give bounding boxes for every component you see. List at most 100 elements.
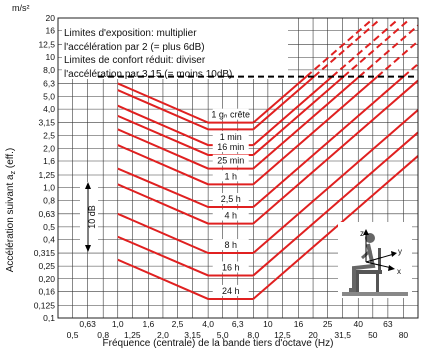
y-tick-label: 6,3 [43, 78, 55, 88]
x-tick-label: 10 [263, 319, 273, 329]
y-tick-label: 0,16 [38, 286, 55, 296]
exposure-curve [117, 258, 254, 300]
y-tick-label: 3,15 [38, 118, 55, 128]
y-tick-label: 2,5 [43, 131, 55, 141]
exposure-curve-rise [252, 75, 333, 146]
exposure-curve-extension [331, 19, 399, 78]
exposure-curve-rise [252, 131, 419, 277]
x-tick-label: 31,5 [334, 330, 351, 340]
y-tick-label: 1,0 [43, 183, 55, 193]
y-tick-label: 4,0 [43, 104, 55, 114]
curve-label-bg [212, 131, 249, 143]
y-tick-label: 10 [46, 52, 56, 62]
x-tick-label: 25 [323, 319, 333, 329]
annotation-background [62, 17, 288, 79]
exposure-curve-extension [305, 19, 373, 78]
curve-label-bg [212, 170, 249, 182]
x-tick-label: 0,5 [67, 330, 79, 340]
exposure-curve-rise [252, 75, 315, 131]
x-tick-label: 2,5 [172, 319, 184, 329]
exposure-curve [117, 128, 254, 170]
x-tick-label: 6,3 [232, 319, 244, 329]
curve-label: 16 min [217, 142, 244, 152]
exposure-curve [117, 183, 254, 225]
x-tick-label: 40 [354, 319, 364, 329]
annotation-exposure-1: Limites d'exposition: multiplier [64, 28, 197, 39]
exposure-curve [117, 144, 254, 186]
curve-label-bg [212, 154, 249, 166]
exposure-curves [117, 19, 419, 300]
curve-label-bg [212, 108, 249, 120]
y-tick-label: 0,8 [43, 195, 55, 205]
y-tick-label: 20 [46, 13, 56, 23]
y-tick-label: 0,5 [43, 222, 55, 232]
curve-label-bg [212, 239, 249, 251]
exposure-curve-extension [358, 24, 419, 78]
curve-label: 25 min [217, 156, 244, 166]
y-axis-label: Accélération suivant az (eff.) [5, 148, 17, 273]
x-tick-label: 5,0 [217, 330, 229, 340]
annotation-comfort-1: Limites de confort réduit: diviser [64, 55, 206, 66]
curve-label-bg [212, 284, 249, 296]
exposure-curve-rise [252, 75, 345, 156]
x-tick-label: 0,8 [97, 330, 109, 340]
exposure-curve [117, 89, 254, 131]
axis-y-label: y [398, 247, 402, 256]
x-tick-labels: 0,63 1,0 1,6 2,5 4,0 6,3 10 16 25 40 63 0,5 0,8 1,25 2… [67, 319, 409, 340]
curve-label: 24 h [222, 286, 240, 296]
x-tick-label: 0,63 [79, 319, 96, 329]
y-tick-label: 0,20 [38, 274, 55, 284]
x-tick-label: 4,0 [202, 319, 214, 329]
seated-person-icon: z y x [338, 222, 412, 298]
curve-label: 1 min [220, 132, 242, 142]
exposure-curve-rise [252, 109, 419, 254]
y-tick-label: 12,5 [38, 40, 55, 50]
exposure-curve-rise [252, 155, 419, 300]
curve-label: 1 gₙ crête [211, 110, 250, 120]
y-tick-label: 0,315 [34, 248, 56, 258]
exposure-curve-extension [402, 63, 419, 78]
x-tick-label: 16 [294, 319, 304, 329]
annotation-comfort-2: l'accélération par 3,15 (= moins 10dB) [64, 69, 232, 80]
y-tick-label: 0,63 [38, 209, 55, 219]
y-tick-label: 1,25 [38, 170, 55, 180]
curve-label: 4 h [224, 211, 237, 221]
axis-x-label: x [397, 267, 401, 276]
y-tick-label: 0,1 [43, 313, 55, 323]
exposure-curve-rise [252, 79, 419, 225]
exposure-curve [117, 235, 254, 277]
x-tick-label: 8,0 [247, 330, 259, 340]
y-tick-label: 8,0 [43, 65, 55, 75]
y-tick-label: 0,4 [43, 235, 55, 245]
y-tick-label: 0,125 [34, 300, 56, 310]
y-tick-labels: 0,1 0,125 0,16 0,20 0,25 0,315 0,4 0,5 0,63 0,8 1,… [34, 13, 56, 323]
curve-label-bg [212, 140, 249, 152]
y-unit: m/s² [12, 3, 30, 13]
curve-label-bg [212, 209, 249, 221]
x-tick-label: 63 [383, 319, 393, 329]
x-tick-label: 3,15 [184, 330, 201, 340]
axis-z-label: z [360, 229, 364, 238]
curve-label-bg [212, 261, 249, 273]
exposure-curve [117, 82, 254, 124]
x-tick-label: 1,6 [142, 319, 154, 329]
curve-label: 16 h [222, 262, 240, 272]
x-tick-label: 20 [308, 330, 318, 340]
exposure-curve-extension [376, 40, 419, 78]
db-span-label: 10 dB [87, 205, 97, 229]
exposure-curve-rise [252, 75, 307, 124]
y-tick-label: 1,6 [43, 156, 55, 166]
exposure-curve [117, 212, 254, 255]
y-tick-label: 2,0 [43, 143, 55, 153]
x-tick-label: 12,5 [274, 330, 291, 340]
exposure-curve-rise [252, 75, 405, 208]
x-axis-label: Fréquence (centrale) de la bande tiers d… [103, 338, 334, 349]
y-tick-label: 0,25 [38, 261, 55, 271]
curve-label: 1 h [224, 171, 237, 181]
y-tick-label: 5,0 [43, 91, 55, 101]
x-tick-label: 1,0 [112, 319, 124, 329]
curve-label-bg [212, 193, 249, 205]
x-tick-label: 50 [368, 330, 378, 340]
